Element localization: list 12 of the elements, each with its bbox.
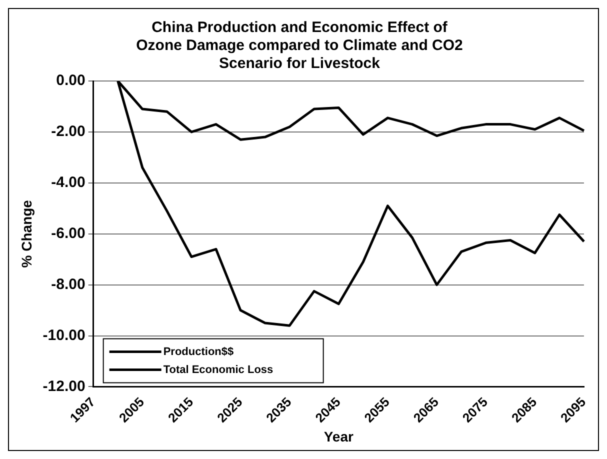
y-tick-label: -10.00: [42, 326, 86, 344]
y-tick-label: -2.00: [51, 123, 86, 140]
y-tick-label: -6.00: [51, 225, 86, 242]
y-axis-title: % Change: [18, 200, 34, 268]
y-tick-label: 0.00: [56, 72, 86, 90]
legend-label: Production$$: [163, 346, 234, 358]
y-tick-label: -8.00: [51, 276, 86, 293]
x-axis-title: Year: [324, 428, 354, 444]
y-tick-label: -12.00: [42, 378, 86, 395]
chart-title: China Production and Economic Effect of Ozone Damage compared to Climate and CO2 Scenario for Livestock: [136, 19, 463, 72]
y-tick-label: -4.00: [51, 174, 86, 192]
legend-label: Total Economic Loss: [163, 364, 274, 376]
